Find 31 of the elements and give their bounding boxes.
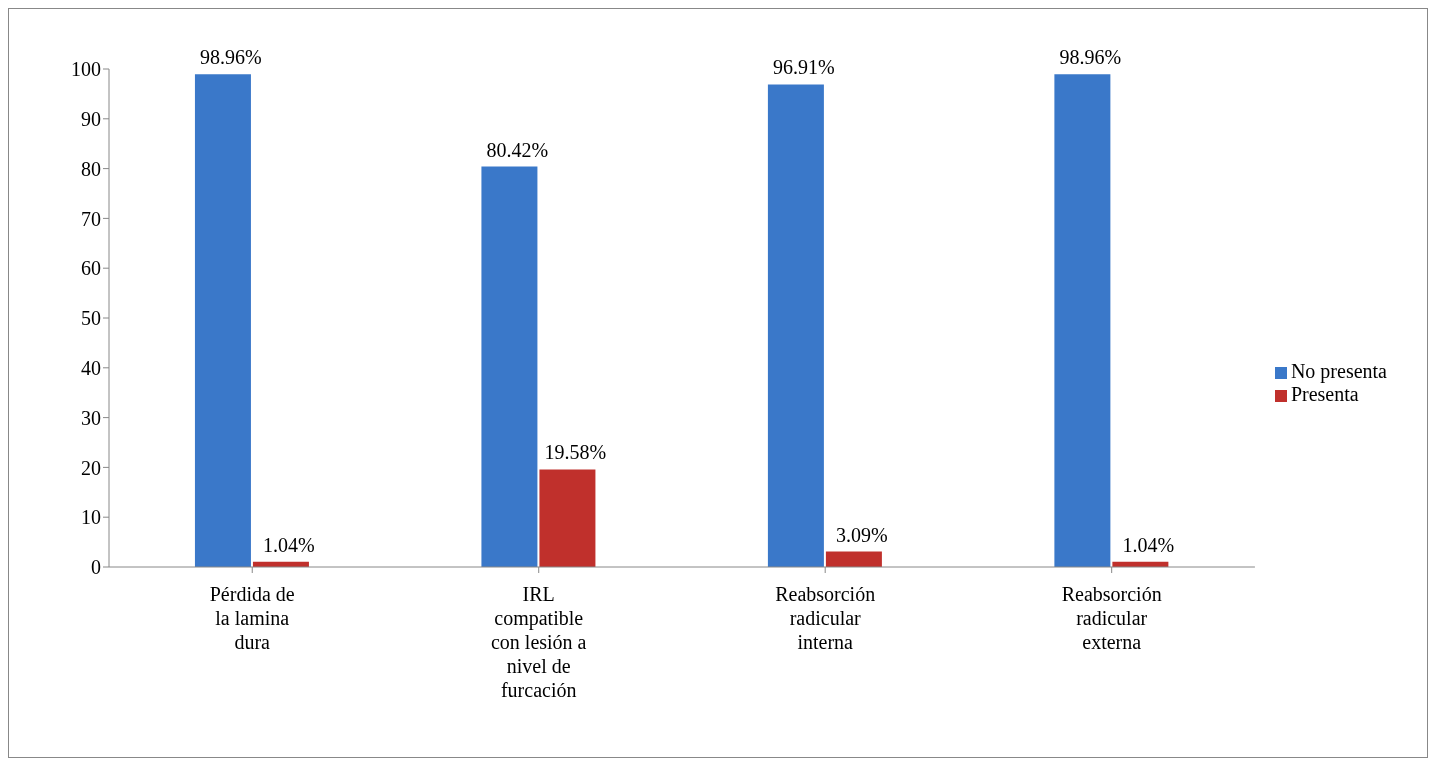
y-tick-label: 70 xyxy=(81,207,101,230)
data-label: 1.04% xyxy=(263,533,315,556)
legend-label: Presenta xyxy=(1290,383,1359,405)
y-tick-label: 90 xyxy=(81,107,101,130)
x-tick-label: Pérdida de la lamina dura xyxy=(209,583,295,653)
x-tick-label: Reabsorción radicular externa xyxy=(1061,583,1162,653)
y-tick-label: 10 xyxy=(81,506,101,529)
y-tick-label: 30 xyxy=(81,406,101,429)
bar xyxy=(767,84,824,567)
data-label: 96.91% xyxy=(773,56,835,79)
bar xyxy=(481,166,538,567)
bar xyxy=(539,469,596,567)
y-tick-label: 20 xyxy=(81,456,101,479)
x-tick-label: Reabsorción radicular interna xyxy=(775,583,876,653)
y-tick-label: 0 xyxy=(91,556,101,579)
data-label: 98.96% xyxy=(1059,46,1122,69)
bar xyxy=(194,74,251,567)
y-tick-label: 100 xyxy=(71,58,101,81)
data-label: 19.58% xyxy=(544,441,607,464)
bar xyxy=(1054,74,1111,567)
data-label: 98.96% xyxy=(200,46,262,69)
x-tick-label: IRL compatible con lesión a nivel de furcación xyxy=(490,583,587,701)
y-tick-label: 50 xyxy=(81,307,101,330)
data-label: 80.42% xyxy=(486,138,549,161)
bar xyxy=(825,551,882,567)
y-tick-label: 40 xyxy=(81,356,101,379)
data-label: 1.04% xyxy=(1122,533,1175,556)
y-tick-label: 80 xyxy=(81,157,101,180)
data-label: 3.09% xyxy=(836,523,888,546)
y-tick-label: 60 xyxy=(81,257,101,280)
legend-label: No presenta xyxy=(1290,360,1387,382)
